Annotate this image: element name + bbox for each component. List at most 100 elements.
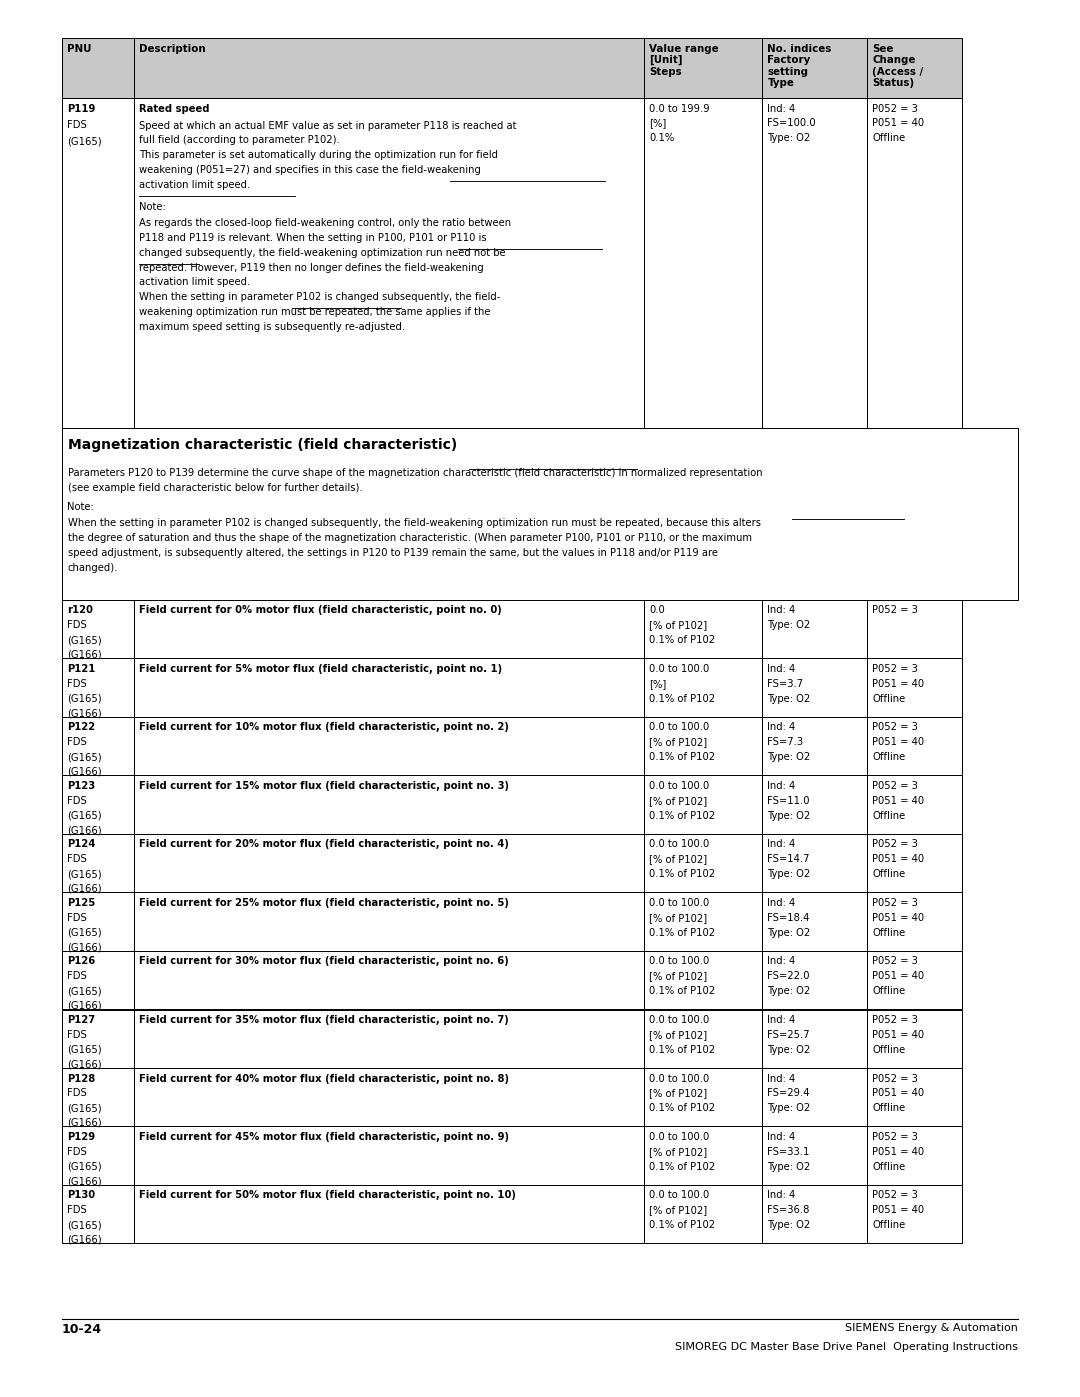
Bar <box>762 1126 867 1185</box>
Text: Field current for 0% motor flux (field characteristic, point no. 0): Field current for 0% motor flux (field c… <box>139 605 502 616</box>
Text: P052 = 3: P052 = 3 <box>873 1190 918 1200</box>
Bar <box>62 427 1018 599</box>
Text: P052 = 3: P052 = 3 <box>873 781 918 791</box>
Text: This parameter is set automatically during the optimization run for field: This parameter is set automatically duri… <box>139 149 499 161</box>
Text: Ind: 4: Ind: 4 <box>768 781 796 791</box>
Text: As regards the closed-loop field-weakening control, only the ratio between: As regards the closed-loop field-weakeni… <box>139 218 512 228</box>
Text: 0.0 to 100.0: 0.0 to 100.0 <box>649 1190 710 1200</box>
Text: Ind: 4: Ind: 4 <box>768 1190 796 1200</box>
Text: P052 = 3: P052 = 3 <box>873 664 918 673</box>
Text: [% of P102]: [% of P102] <box>649 796 707 806</box>
Text: 0.1% of P102: 0.1% of P102 <box>649 1161 716 1172</box>
Text: (G166): (G166) <box>67 884 103 894</box>
Text: (G165): (G165) <box>67 1161 103 1172</box>
Bar <box>134 599 644 658</box>
Bar <box>62 951 134 1010</box>
Text: Ind: 4: Ind: 4 <box>768 605 796 616</box>
Text: Ind: 4: Ind: 4 <box>768 840 796 849</box>
Text: Offline: Offline <box>873 869 906 879</box>
Text: FDS: FDS <box>67 120 87 130</box>
Bar <box>644 1185 762 1243</box>
Text: P052 = 3: P052 = 3 <box>873 957 918 967</box>
Text: [% of P102]: [% of P102] <box>649 1147 707 1157</box>
Bar <box>867 98 962 427</box>
Text: See
Change
(Access /
Status): See Change (Access / Status) <box>873 43 923 88</box>
Bar <box>644 599 762 658</box>
Text: (G166): (G166) <box>67 1059 103 1069</box>
Bar <box>134 1185 644 1243</box>
Text: P128: P128 <box>67 1073 96 1084</box>
Text: 0.0 to 100.0: 0.0 to 100.0 <box>649 1016 710 1025</box>
Text: P051 = 40: P051 = 40 <box>873 971 924 981</box>
Text: P127: P127 <box>67 1016 96 1025</box>
Text: P051 = 40: P051 = 40 <box>873 679 924 689</box>
Text: Type: O2: Type: O2 <box>768 986 811 996</box>
Text: FDS: FDS <box>67 1206 87 1215</box>
Bar <box>644 717 762 775</box>
Text: 0.0 to 100.0: 0.0 to 100.0 <box>649 1073 710 1084</box>
Text: FDS: FDS <box>67 912 87 923</box>
Text: P052 = 3: P052 = 3 <box>873 840 918 849</box>
Text: SIMOREG DC Master Base Drive Panel  Operating Instructions: SIMOREG DC Master Base Drive Panel Opera… <box>675 1343 1018 1352</box>
Text: Field current for 40% motor flux (field characteristic, point no. 8): Field current for 40% motor flux (field … <box>139 1073 510 1084</box>
Text: P119: P119 <box>67 103 96 113</box>
Bar <box>762 38 867 98</box>
Text: Ind: 4: Ind: 4 <box>768 957 796 967</box>
Text: 0.1%: 0.1% <box>649 133 675 142</box>
Text: Field current for 5% motor flux (field characteristic, point no. 1): Field current for 5% motor flux (field c… <box>139 664 502 673</box>
Text: 0.0 to 100.0: 0.0 to 100.0 <box>649 664 710 673</box>
Text: FDS: FDS <box>67 855 87 865</box>
Text: PNU: PNU <box>67 43 92 53</box>
Bar <box>867 1010 962 1067</box>
Text: P051 = 40: P051 = 40 <box>873 738 924 747</box>
Text: P052 = 3: P052 = 3 <box>873 103 918 113</box>
Text: full field (according to parameter P102).: full field (according to parameter P102)… <box>139 136 340 145</box>
Text: 0.1% of P102: 0.1% of P102 <box>649 752 716 763</box>
Text: P124: P124 <box>67 840 96 849</box>
Bar <box>134 98 644 427</box>
Text: FS=36.8: FS=36.8 <box>768 1206 810 1215</box>
Text: Type: O2: Type: O2 <box>768 928 811 937</box>
Bar <box>644 1067 762 1126</box>
Text: P051 = 40: P051 = 40 <box>873 855 924 865</box>
Bar <box>62 775 134 834</box>
Text: 0.1% of P102: 0.1% of P102 <box>649 810 716 820</box>
Text: (G166): (G166) <box>67 1235 103 1245</box>
Text: Type: O2: Type: O2 <box>768 1161 811 1172</box>
Text: (G165): (G165) <box>67 986 103 996</box>
Bar <box>134 951 644 1010</box>
Bar <box>762 834 867 893</box>
Text: Magnetization characteristic (field characteristic): Magnetization characteristic (field char… <box>67 439 457 453</box>
Text: Offline: Offline <box>873 810 906 820</box>
Bar <box>134 775 644 834</box>
Bar <box>867 893 962 951</box>
Text: Value range
[Unit]
Steps: Value range [Unit] Steps <box>649 43 719 77</box>
Text: repeated. However, P119 then no longer defines the field-weakening: repeated. However, P119 then no longer d… <box>139 263 484 272</box>
Text: Ind: 4: Ind: 4 <box>768 103 796 113</box>
Text: P130: P130 <box>67 1190 96 1200</box>
Text: Rated speed: Rated speed <box>139 103 210 113</box>
Bar <box>62 1067 134 1126</box>
Text: P129: P129 <box>67 1132 96 1141</box>
Bar <box>134 1067 644 1126</box>
Bar <box>762 717 867 775</box>
Text: (G166): (G166) <box>67 650 103 659</box>
Text: FS=25.7: FS=25.7 <box>768 1030 810 1039</box>
Text: (G165): (G165) <box>67 1220 103 1231</box>
Text: (G166): (G166) <box>67 943 103 953</box>
Text: Field current for 50% motor flux (field characteristic, point no. 10): Field current for 50% motor flux (field … <box>139 1190 516 1200</box>
Bar <box>134 38 644 98</box>
Text: 0.1% of P102: 0.1% of P102 <box>649 693 716 704</box>
Bar <box>644 893 762 951</box>
Bar <box>867 599 962 658</box>
Text: (G166): (G166) <box>67 1176 103 1186</box>
Text: Offline: Offline <box>873 752 906 763</box>
Text: FDS: FDS <box>67 971 87 981</box>
Text: [% of P102]: [% of P102] <box>649 1030 707 1039</box>
Text: Ind: 4: Ind: 4 <box>768 722 796 732</box>
Bar <box>867 834 962 893</box>
Bar <box>762 599 867 658</box>
Bar <box>134 1126 644 1185</box>
Text: FDS: FDS <box>67 1088 87 1098</box>
Text: P125: P125 <box>67 898 96 908</box>
